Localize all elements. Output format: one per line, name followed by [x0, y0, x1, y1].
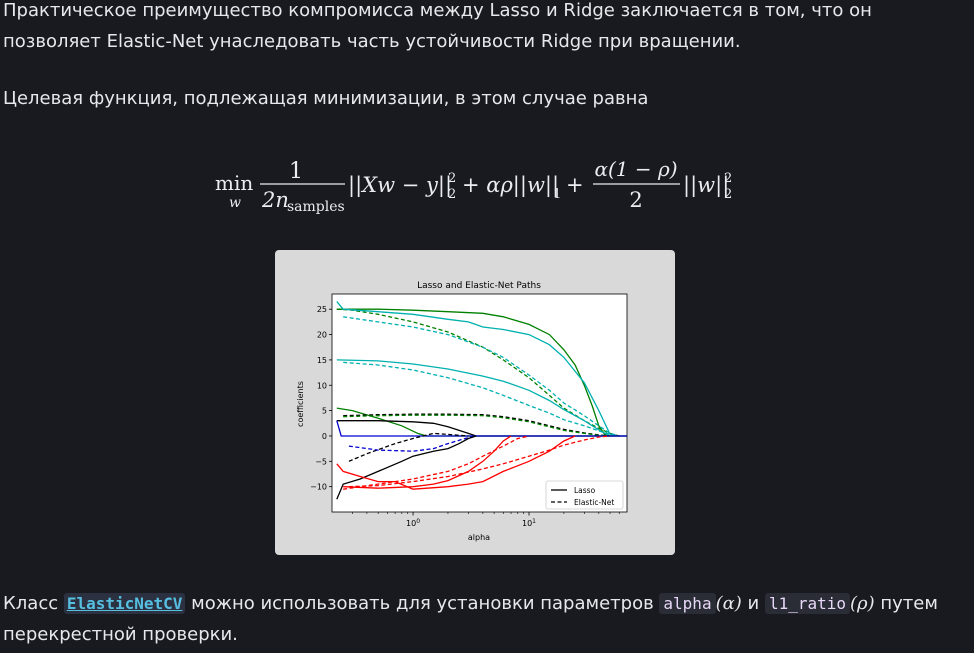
coef-path-5: [343, 361, 620, 437]
formula-frac1-den: 2n: [261, 188, 289, 212]
y-tick-label: 20: [317, 331, 327, 340]
formula-frac1-num: 1: [289, 159, 303, 184]
y-axis-label: coefficients: [296, 381, 305, 427]
formula-term2-sub: 1: [553, 187, 561, 202]
alpha-math: (α): [715, 593, 742, 614]
coef-path-0: [336, 308, 611, 437]
elasticnetcv-paragraph: Класс ElasticNetCV можно использовать дл…: [3, 588, 963, 650]
objective-formula: min w 1 2n samples ||Xw − y|| 2 2 + αρ||…: [0, 150, 974, 230]
p3-text-end: путем перекрестной проверки.: [3, 593, 938, 645]
formula-term1-sub: 2: [448, 187, 456, 202]
coef-path-1: [336, 308, 620, 437]
formula-term1-sup: 2: [448, 171, 456, 186]
coef-path-11: [348, 432, 469, 462]
x-axis-label: alpha: [468, 533, 490, 542]
coef-path-2: [336, 301, 616, 437]
coef-path-3: [343, 316, 620, 437]
legend-label: Elastic-Net: [574, 498, 614, 507]
coef-path-16: [343, 435, 530, 490]
p3-text-mid1: можно использовать для установки парамет…: [185, 593, 660, 614]
formula-min: min: [215, 171, 253, 195]
y-tick-label: −5: [315, 457, 327, 466]
formula-term3-sup: 2: [724, 171, 732, 186]
plot-area: [331, 293, 628, 513]
coef-path-10: [336, 420, 627, 437]
coefficient-paths-chart: Lasso and Elastic-Net Paths alpha coeffi…: [296, 281, 628, 542]
formula-term2: + αρ||w||: [462, 173, 559, 198]
rho-math: (ρ): [850, 593, 875, 614]
formula-plus: +: [566, 173, 584, 197]
legend-label: Lasso: [574, 486, 596, 495]
l1-ratio-code: l1_ratio: [764, 593, 850, 614]
coef-path-4: [336, 359, 611, 437]
y-tick-label: −10: [310, 483, 327, 492]
formula-term1: ||Xw − y||: [348, 173, 452, 198]
p3-text-start: Класс: [3, 593, 64, 614]
formula-frac2-num: α(1 − ρ): [594, 157, 677, 181]
formula-term3-sub: 2: [724, 187, 732, 202]
formula-frac2-den: 2: [629, 188, 642, 212]
y-tick-label: 15: [317, 356, 327, 365]
chart-title: Lasso and Elastic-Net Paths: [417, 281, 541, 291]
p3-text-mid2: и: [741, 593, 765, 614]
y-tick-label: 10: [317, 381, 327, 390]
coef-path-12: [348, 435, 477, 452]
formula-term3: ||w||: [683, 173, 729, 198]
alpha-code: alpha: [659, 593, 716, 614]
coef-path-17: [348, 435, 611, 488]
formula-min-sub: w: [229, 195, 241, 211]
x-tick-label: 100: [406, 518, 420, 528]
y-tick-label: 25: [317, 305, 327, 314]
y-tick-label: 0: [322, 432, 327, 441]
x-tick-label: 101: [522, 518, 536, 528]
formula-frac1-den-sub: samples: [287, 199, 345, 215]
y-tick-label: 5: [322, 407, 327, 416]
elasticnetcv-link[interactable]: ElasticNetCV: [63, 593, 186, 614]
coef-path-14: [336, 435, 576, 490]
lasso-elastic-net-figure: Lasso and Elastic-Net Paths alpha coeffi…: [275, 250, 675, 555]
intro-paragraph: Практическое преимущество компромисса ме…: [3, 0, 872, 52]
coef-path-15: [343, 435, 512, 489]
coef-path-13: [336, 435, 477, 500]
objective-paragraph: Целевая функция, подлежащая минимизации,…: [3, 88, 649, 109]
